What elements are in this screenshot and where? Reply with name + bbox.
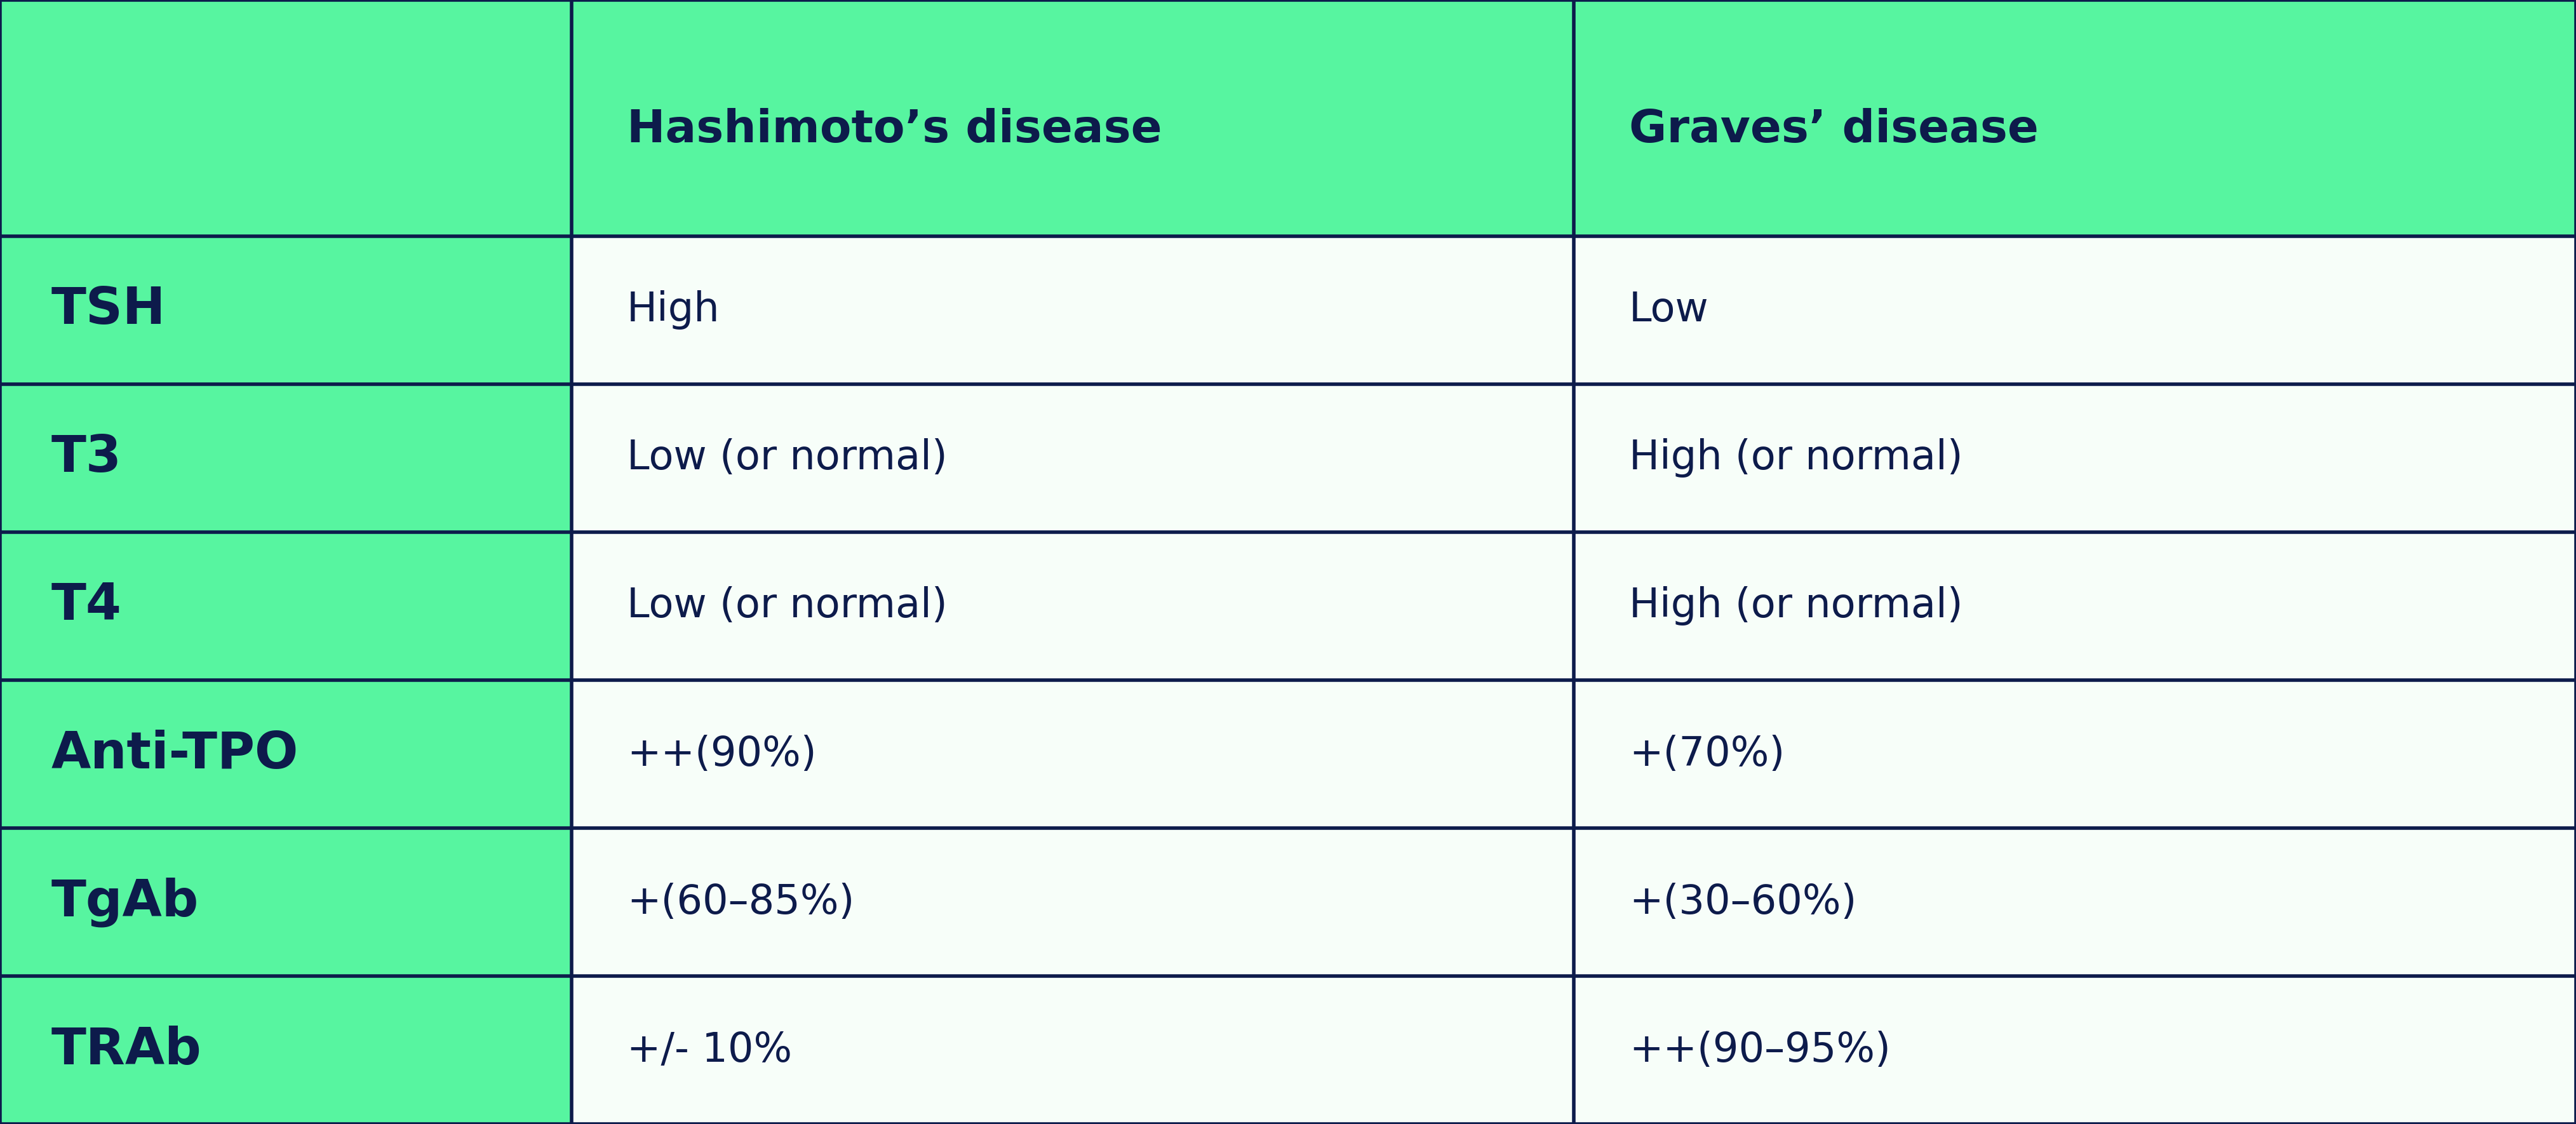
Bar (0, 680, 572, 828)
Bar (1574, 384, 2576, 532)
Bar (572, 828, 1574, 976)
Bar (572, 976, 1574, 1124)
Text: T4: T4 (52, 581, 121, 631)
Text: T3: T3 (52, 434, 121, 483)
Text: High: High (626, 290, 721, 329)
Text: TRAb: TRAb (52, 1025, 201, 1075)
Text: +/- 10%: +/- 10% (626, 1031, 793, 1070)
Text: Hashimoto’s disease: Hashimoto’s disease (626, 108, 1162, 152)
Bar (572, 0, 1574, 236)
Bar (0, 828, 572, 976)
Text: Low (or normal): Low (or normal) (626, 438, 948, 478)
Bar (572, 680, 1574, 828)
Bar (0, 384, 572, 532)
Bar (572, 236, 1574, 384)
Text: TgAb: TgAb (52, 877, 198, 927)
Text: High (or normal): High (or normal) (1628, 438, 1963, 478)
Text: ++(90%): ++(90%) (626, 734, 817, 773)
Text: Graves’ disease: Graves’ disease (1628, 108, 2038, 152)
Bar (0, 0, 572, 236)
Text: Low (or normal): Low (or normal) (626, 587, 948, 626)
Bar (572, 532, 1574, 680)
Bar (0, 236, 572, 384)
Bar (1574, 0, 2576, 236)
Text: +(70%): +(70%) (1628, 734, 1785, 773)
Bar (1574, 532, 2576, 680)
Text: High (or normal): High (or normal) (1628, 587, 1963, 626)
Text: TSH: TSH (52, 285, 165, 335)
Text: +(60–85%): +(60–85%) (626, 882, 855, 922)
Bar (1574, 976, 2576, 1124)
Bar (0, 532, 572, 680)
Text: +(30–60%): +(30–60%) (1628, 882, 1857, 922)
Bar (1574, 680, 2576, 828)
Bar (1574, 236, 2576, 384)
Text: Anti-TPO: Anti-TPO (52, 729, 299, 779)
Bar (572, 384, 1574, 532)
Bar (0, 976, 572, 1124)
Text: ++(90–95%): ++(90–95%) (1628, 1031, 1891, 1070)
Bar (1574, 828, 2576, 976)
Text: Low: Low (1628, 290, 1708, 329)
